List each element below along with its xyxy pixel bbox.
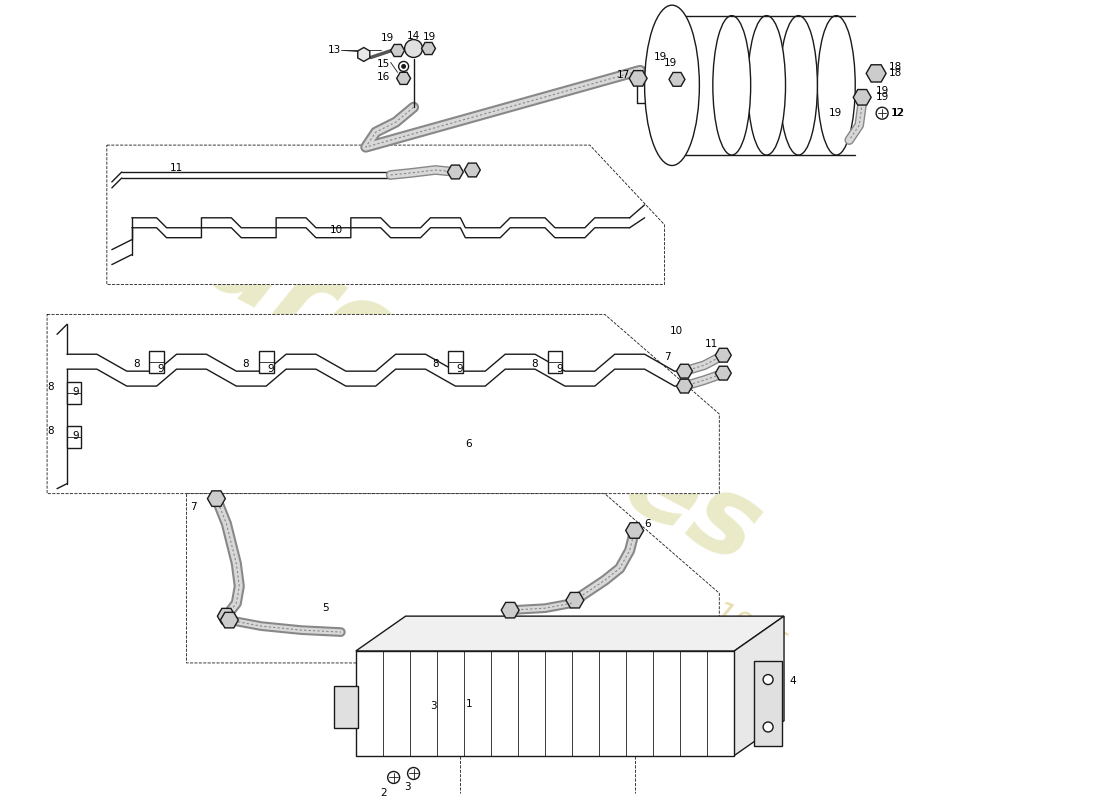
Text: 19: 19 xyxy=(664,58,678,69)
Text: 7: 7 xyxy=(664,352,671,362)
Polygon shape xyxy=(397,72,410,85)
Text: 9: 9 xyxy=(267,364,274,374)
Circle shape xyxy=(408,767,419,779)
Circle shape xyxy=(398,62,408,71)
Polygon shape xyxy=(669,73,685,86)
Polygon shape xyxy=(390,45,405,57)
Polygon shape xyxy=(866,65,887,82)
Bar xyxy=(258,351,274,373)
Text: 8: 8 xyxy=(133,359,140,369)
Text: 3: 3 xyxy=(430,701,437,710)
Polygon shape xyxy=(208,491,226,506)
Text: 14: 14 xyxy=(407,30,420,41)
Polygon shape xyxy=(502,602,519,618)
Circle shape xyxy=(876,107,888,119)
Polygon shape xyxy=(187,494,719,663)
Text: 9: 9 xyxy=(456,364,463,374)
Polygon shape xyxy=(421,42,436,54)
Text: 10: 10 xyxy=(329,225,342,234)
Text: 19: 19 xyxy=(829,108,843,118)
Text: 5: 5 xyxy=(322,603,329,613)
Polygon shape xyxy=(358,47,370,62)
Circle shape xyxy=(387,771,399,783)
Bar xyxy=(355,651,734,755)
Polygon shape xyxy=(355,616,784,651)
Ellipse shape xyxy=(645,5,700,166)
Bar xyxy=(755,661,782,746)
Circle shape xyxy=(402,65,406,68)
Text: 2: 2 xyxy=(381,789,387,798)
Text: 9: 9 xyxy=(72,431,78,441)
Polygon shape xyxy=(47,314,719,494)
Polygon shape xyxy=(565,593,584,608)
Text: 16: 16 xyxy=(376,72,389,82)
Text: 9: 9 xyxy=(157,364,164,374)
Polygon shape xyxy=(854,90,871,105)
Text: 8: 8 xyxy=(47,426,54,436)
Text: 7: 7 xyxy=(190,502,197,511)
Text: eurospares: eurospares xyxy=(123,171,778,587)
Polygon shape xyxy=(676,379,692,393)
Text: 19: 19 xyxy=(653,53,667,62)
Text: 8: 8 xyxy=(531,359,538,369)
Text: 13: 13 xyxy=(328,46,341,55)
Text: 1: 1 xyxy=(465,698,472,709)
Text: 11: 11 xyxy=(169,163,183,173)
Polygon shape xyxy=(715,348,732,362)
Text: 18: 18 xyxy=(889,68,902,78)
Polygon shape xyxy=(107,145,664,285)
Text: 12: 12 xyxy=(892,108,905,118)
Text: 19: 19 xyxy=(381,33,394,42)
Text: 8: 8 xyxy=(432,359,439,369)
Text: 19: 19 xyxy=(876,86,890,96)
Text: 9: 9 xyxy=(556,364,562,374)
Ellipse shape xyxy=(748,16,785,155)
Bar xyxy=(448,351,463,373)
Bar xyxy=(548,351,562,373)
Polygon shape xyxy=(626,522,644,538)
Text: 6: 6 xyxy=(465,439,472,449)
Ellipse shape xyxy=(817,16,855,155)
Ellipse shape xyxy=(713,16,750,155)
Text: 15: 15 xyxy=(376,59,389,70)
Text: 11: 11 xyxy=(704,339,717,350)
Text: 12: 12 xyxy=(891,108,904,118)
Circle shape xyxy=(763,674,773,685)
Text: 17: 17 xyxy=(617,70,630,80)
Circle shape xyxy=(405,39,422,58)
Polygon shape xyxy=(464,163,481,177)
Bar xyxy=(66,382,81,404)
Ellipse shape xyxy=(780,16,817,155)
Text: a passion for parts since 1985: a passion for parts since 1985 xyxy=(370,418,790,659)
Polygon shape xyxy=(715,366,732,380)
Polygon shape xyxy=(734,616,784,755)
Text: 8: 8 xyxy=(243,359,250,369)
Text: 8: 8 xyxy=(47,382,54,392)
Polygon shape xyxy=(220,612,239,628)
Text: 6: 6 xyxy=(645,518,651,529)
Text: 19: 19 xyxy=(422,31,436,42)
Bar xyxy=(66,426,81,448)
Text: 18: 18 xyxy=(889,62,902,73)
Circle shape xyxy=(763,722,773,732)
Text: 19: 19 xyxy=(876,92,890,102)
Bar xyxy=(150,351,164,373)
Text: 4: 4 xyxy=(789,676,795,686)
Text: 3: 3 xyxy=(405,782,411,793)
Polygon shape xyxy=(448,165,463,179)
Polygon shape xyxy=(629,70,647,86)
Bar xyxy=(334,686,358,728)
Text: 10: 10 xyxy=(670,326,683,336)
Polygon shape xyxy=(218,608,235,624)
Text: 9: 9 xyxy=(72,387,78,397)
Polygon shape xyxy=(676,364,692,378)
